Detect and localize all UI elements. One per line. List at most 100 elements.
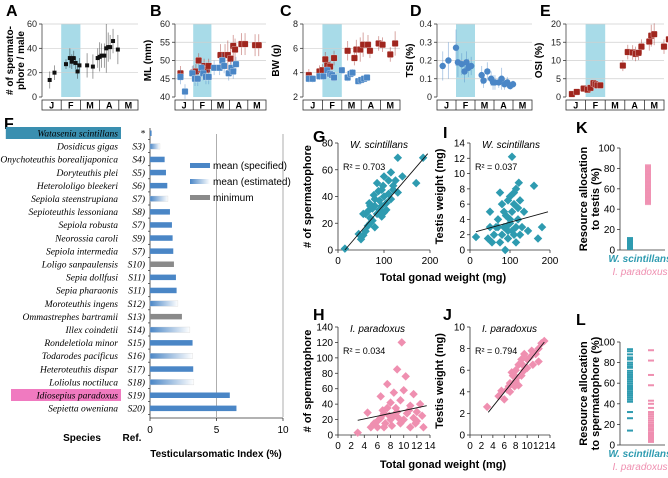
x-tick-label: 2 — [348, 441, 354, 452]
data-point — [627, 392, 633, 395]
species-column-header: Species — [63, 433, 101, 444]
data-point — [627, 411, 633, 414]
data-point — [241, 40, 249, 48]
data-point — [493, 215, 503, 224]
y-tick-label: 20 — [604, 225, 616, 236]
data-point — [648, 432, 654, 435]
bar — [150, 222, 172, 228]
month-label: A — [500, 101, 507, 111]
data-point — [396, 396, 405, 405]
y-axis-label: to testis (%) — [590, 167, 602, 230]
data-point — [645, 202, 651, 205]
month-label: M — [86, 101, 94, 111]
y-axis-label: # of spermatophore — [302, 330, 314, 433]
y-tick-label: 60 — [160, 19, 170, 29]
y-axis-label: BW (g) — [271, 44, 282, 76]
data-point — [645, 181, 651, 184]
x-tick-label: 5 — [214, 425, 220, 436]
month-label: A — [368, 101, 375, 111]
bar — [150, 235, 173, 241]
data-point — [627, 382, 633, 385]
panel-label: J — [443, 307, 452, 324]
data-point — [401, 372, 410, 381]
data-point — [627, 363, 633, 366]
data-point — [495, 238, 505, 247]
data-point — [648, 428, 654, 431]
bar — [150, 169, 166, 176]
reference: S5) — [132, 168, 145, 179]
data-point — [389, 388, 399, 397]
y-tick-label: 60 — [604, 184, 616, 195]
data-point — [393, 153, 403, 162]
data-point — [540, 336, 549, 346]
month-label: J — [573, 101, 578, 111]
data-point — [627, 358, 633, 361]
data-point — [645, 200, 651, 203]
bar — [150, 261, 174, 267]
month-label: J — [49, 101, 54, 111]
y-tick-label: 4 — [459, 215, 465, 226]
reference: S19) — [128, 391, 145, 402]
data-point — [232, 60, 240, 68]
legend-swatch — [190, 163, 210, 168]
data-point — [645, 193, 651, 196]
data-point — [409, 389, 418, 399]
data-point — [596, 81, 604, 89]
reference: S3) — [132, 142, 145, 153]
x-tick-label: 4 — [362, 441, 368, 452]
data-point — [177, 73, 184, 81]
y-tick-label: 60 — [27, 19, 37, 29]
data-point — [619, 62, 627, 69]
panel-E: E 0 5 10 15 20 J F M A M OSI (%) — [534, 3, 668, 111]
data-point — [648, 384, 654, 387]
r-squared-label: R² = 0.034 — [343, 346, 385, 356]
data-point — [406, 423, 415, 432]
data-point — [181, 88, 189, 95]
species-name: Idiosepius paradoxus — [35, 392, 118, 402]
data-point — [412, 407, 422, 417]
data-point — [627, 245, 633, 248]
species-name: Dosidicus gigas — [56, 143, 118, 153]
reference: S12) — [128, 299, 145, 310]
data-point — [382, 205, 391, 215]
data-point — [386, 51, 394, 58]
panel-label: C — [280, 3, 292, 20]
x-tick-label: 100 — [376, 256, 393, 267]
y-tick-label: 10 — [551, 56, 561, 66]
panel-L: L 0 20 40 60 80 100 W. scintillans I. paradoxus R… — [576, 312, 668, 473]
data-point — [387, 421, 397, 430]
species-name: Sepia pharaonis — [56, 287, 118, 297]
data-point — [499, 207, 509, 217]
reference: S10) — [128, 260, 145, 271]
data-point — [484, 68, 491, 75]
data-point — [635, 49, 642, 57]
reference: S11) — [128, 286, 145, 297]
panel-C: C 2 4 6 8 J F M A M BW (g) — [271, 3, 401, 111]
data-point — [627, 240, 633, 243]
data-point — [365, 213, 375, 223]
panel-label: G — [313, 129, 325, 146]
data-point — [660, 43, 668, 50]
y-tick-label: 8 — [459, 184, 465, 195]
data-point — [627, 348, 633, 351]
y-tick-label: 0.3 — [419, 37, 432, 47]
legend-label: mean (estimated) — [213, 177, 291, 188]
data-point — [501, 222, 511, 232]
data-point — [482, 402, 492, 412]
data-point — [194, 75, 202, 83]
month-label: F — [68, 101, 74, 111]
data-point — [648, 411, 654, 414]
data-point — [340, 244, 350, 253]
y-tick-label: 6 — [459, 200, 465, 211]
y-tick-label: 60 — [604, 379, 616, 390]
bar — [149, 300, 179, 307]
data-point — [411, 178, 421, 188]
group-label: W. scintillans — [608, 254, 668, 265]
group-label: W. scintillans — [608, 449, 668, 460]
x-tick-label: 0 — [467, 441, 473, 452]
data-point — [645, 176, 651, 179]
panel-label: B — [150, 3, 162, 20]
y-tick-label: 4 — [293, 68, 298, 78]
data-point — [627, 247, 633, 250]
